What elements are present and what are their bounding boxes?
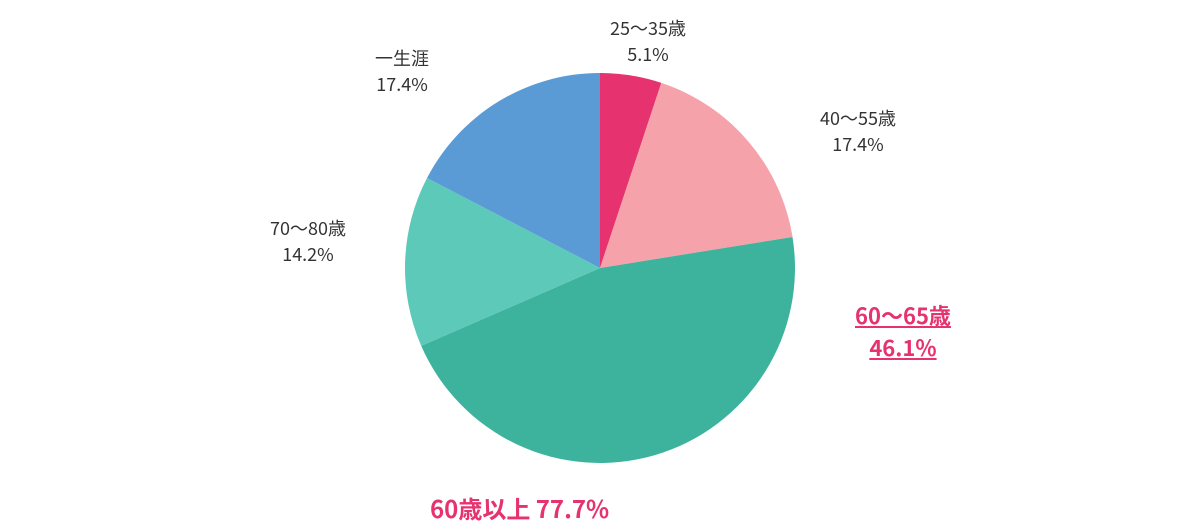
pie-slice-label-percent: 46.1% xyxy=(855,332,951,364)
pie-slice-label-percent: 5.1% xyxy=(610,41,686,67)
pie-slice-label: 60〜65歳46.1% xyxy=(855,300,951,364)
pie-slice-label-text: 60〜65歳 xyxy=(855,300,951,332)
pie-slice-label: 40〜55歳17.4% xyxy=(820,105,896,157)
pie-slice-label-percent: 14.2% xyxy=(270,241,346,267)
pie-slice-label-text: 40〜55歳 xyxy=(820,105,896,131)
pie-slice-label: 25〜35歳5.1% xyxy=(610,15,686,67)
pie-slice-label-text: 25〜35歳 xyxy=(610,15,686,41)
pie-slice-label-text: 70〜80歳 xyxy=(270,215,346,241)
pie-chart-container: 25〜35歳5.1%40〜55歳17.4%60〜65歳46.1%70〜80歳14… xyxy=(0,0,1200,526)
pie-slice-label-percent: 17.4% xyxy=(820,131,896,157)
chart-callout: 60歳以上 77.7% xyxy=(430,490,609,525)
pie-slice-label-text: 一生涯 xyxy=(375,45,429,71)
pie-slice-label-percent: 17.4% xyxy=(375,71,429,97)
pie-chart xyxy=(0,0,1200,526)
pie-slice-label: 70〜80歳14.2% xyxy=(270,215,346,267)
pie-slice-label: 一生涯17.4% xyxy=(375,45,429,97)
